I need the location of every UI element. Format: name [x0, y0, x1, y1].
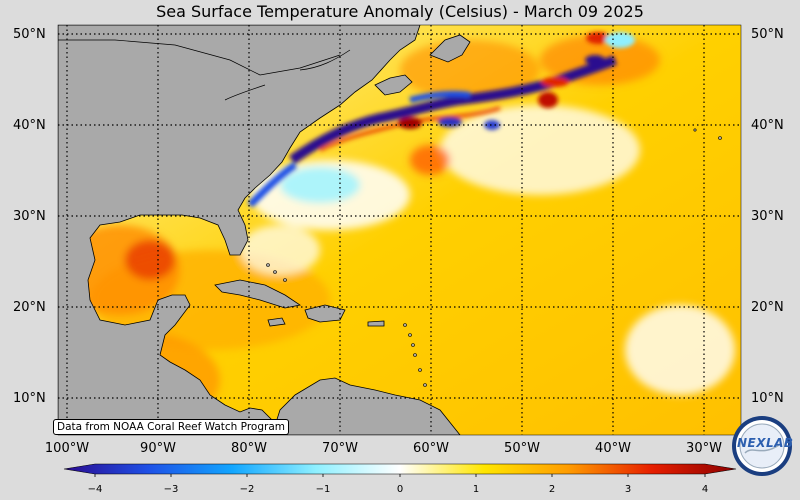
cold-eddy: [585, 55, 605, 65]
colorbar-tick-label: −1: [315, 484, 331, 495]
colorbar-tick-label: 1: [472, 484, 480, 495]
land-jamaica: [267, 317, 286, 327]
sst-anomaly-map: [57, 24, 742, 436]
warm-eddy: [541, 77, 569, 87]
lon-label: 70°W: [322, 441, 358, 456]
land-nova-scotia: [374, 74, 413, 96]
colorbar-tick-label: −2: [239, 484, 255, 495]
warm-eddy: [538, 92, 558, 108]
land-newfoundland: [429, 34, 471, 63]
land-north-america: [58, 25, 421, 435]
lon-label: 50°W: [504, 441, 540, 456]
warm-eddy: [586, 32, 610, 44]
lon-label: 80°W: [231, 441, 267, 456]
lat-label-right: 30°N: [751, 209, 784, 224]
island: [403, 323, 407, 327]
colorbar-tick-label: 2: [548, 484, 556, 495]
lon-label: 40°W: [595, 441, 631, 456]
cool-patch: [440, 105, 640, 195]
colorbar-tick-label: 3: [624, 484, 632, 495]
data-credit: Data from NOAA Coral Reef Watch Program: [53, 419, 289, 435]
lon-label: 90°W: [140, 441, 176, 456]
lat-label-right: 40°N: [751, 118, 784, 133]
colorbar-ticks: [94, 474, 706, 477]
border-line: [58, 39, 341, 76]
colorbar-tick-label: −4: [87, 484, 103, 495]
island: [283, 278, 287, 282]
island: [413, 353, 417, 357]
colorbar-tick-label: 4: [701, 484, 709, 495]
cold-band: [289, 55, 617, 165]
coastline-lakes: [224, 49, 351, 101]
warm-patch: [125, 240, 175, 280]
colorbar: [63, 463, 737, 477]
cold-band: [247, 162, 297, 208]
cool-patch: [625, 305, 735, 395]
logo-text: NEXLAB: [737, 436, 794, 450]
lat-label-right: 10°N: [751, 391, 784, 406]
island: [423, 383, 427, 387]
lat-label-left: 40°N: [13, 118, 46, 133]
cold-band: [409, 90, 471, 103]
map-frame: [57, 24, 742, 436]
colorbar-gradient: [63, 463, 737, 475]
cool-patch: [280, 167, 360, 203]
island: [411, 343, 415, 347]
island: [718, 136, 722, 140]
lon-label: 30°W: [686, 441, 722, 456]
warm-eddy: [398, 117, 422, 129]
colorbar-tick-label: 0: [396, 484, 404, 495]
lat-label-right: 50°N: [751, 27, 784, 42]
island: [266, 263, 270, 267]
nexlab-logo-icon: [732, 416, 792, 476]
lat-label-left: 10°N: [13, 391, 46, 406]
cold-eddy: [484, 120, 500, 130]
land-puerto-rico: [367, 320, 385, 327]
island: [418, 368, 422, 372]
lon-label: 100°W: [44, 441, 90, 456]
lat-label-left: 30°N: [13, 209, 46, 224]
cold-eddy: [438, 117, 462, 127]
graticule: [58, 25, 741, 435]
warm-patch: [410, 145, 450, 175]
island: [273, 270, 277, 274]
lat-label-right: 20°N: [751, 300, 784, 315]
land-hispaniola: [304, 304, 346, 323]
island: [693, 128, 697, 132]
cool-patch: [240, 225, 320, 275]
map-title: Sea Surface Temperature Anomaly (Celsius…: [156, 2, 644, 21]
lat-label-left: 50°N: [13, 27, 46, 42]
colorbar-tick-label: −3: [163, 484, 179, 495]
lat-label-left: 20°N: [13, 300, 46, 315]
island: [408, 333, 412, 337]
lon-label: 60°W: [413, 441, 449, 456]
